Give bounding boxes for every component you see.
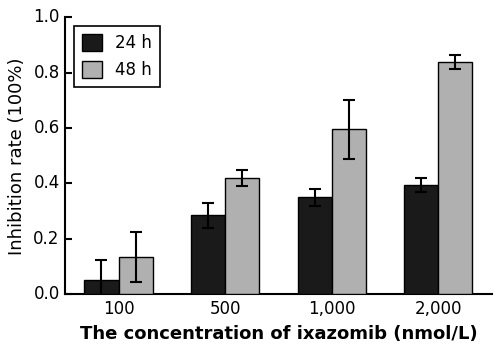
Bar <box>191 215 225 294</box>
Bar <box>438 62 472 294</box>
Bar <box>84 280 118 294</box>
Legend: 24 h, 48 h: 24 h, 48 h <box>74 26 160 87</box>
Bar <box>298 197 332 294</box>
Bar <box>404 185 438 294</box>
Bar <box>225 178 259 294</box>
Bar <box>118 257 152 294</box>
Y-axis label: Inhibition rate (100%): Inhibition rate (100%) <box>8 57 26 254</box>
Bar <box>332 130 366 294</box>
X-axis label: The concentration of ixazomib (nmol/L): The concentration of ixazomib (nmol/L) <box>80 325 477 343</box>
